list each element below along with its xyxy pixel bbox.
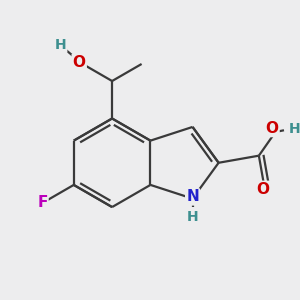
Text: O: O [266,121,279,136]
Text: N: N [186,189,199,204]
Text: O: O [256,182,269,197]
Text: H: H [187,210,198,224]
Text: H: H [288,122,300,136]
Text: F: F [37,195,47,210]
Text: H: H [55,38,66,52]
Text: O: O [73,55,86,70]
